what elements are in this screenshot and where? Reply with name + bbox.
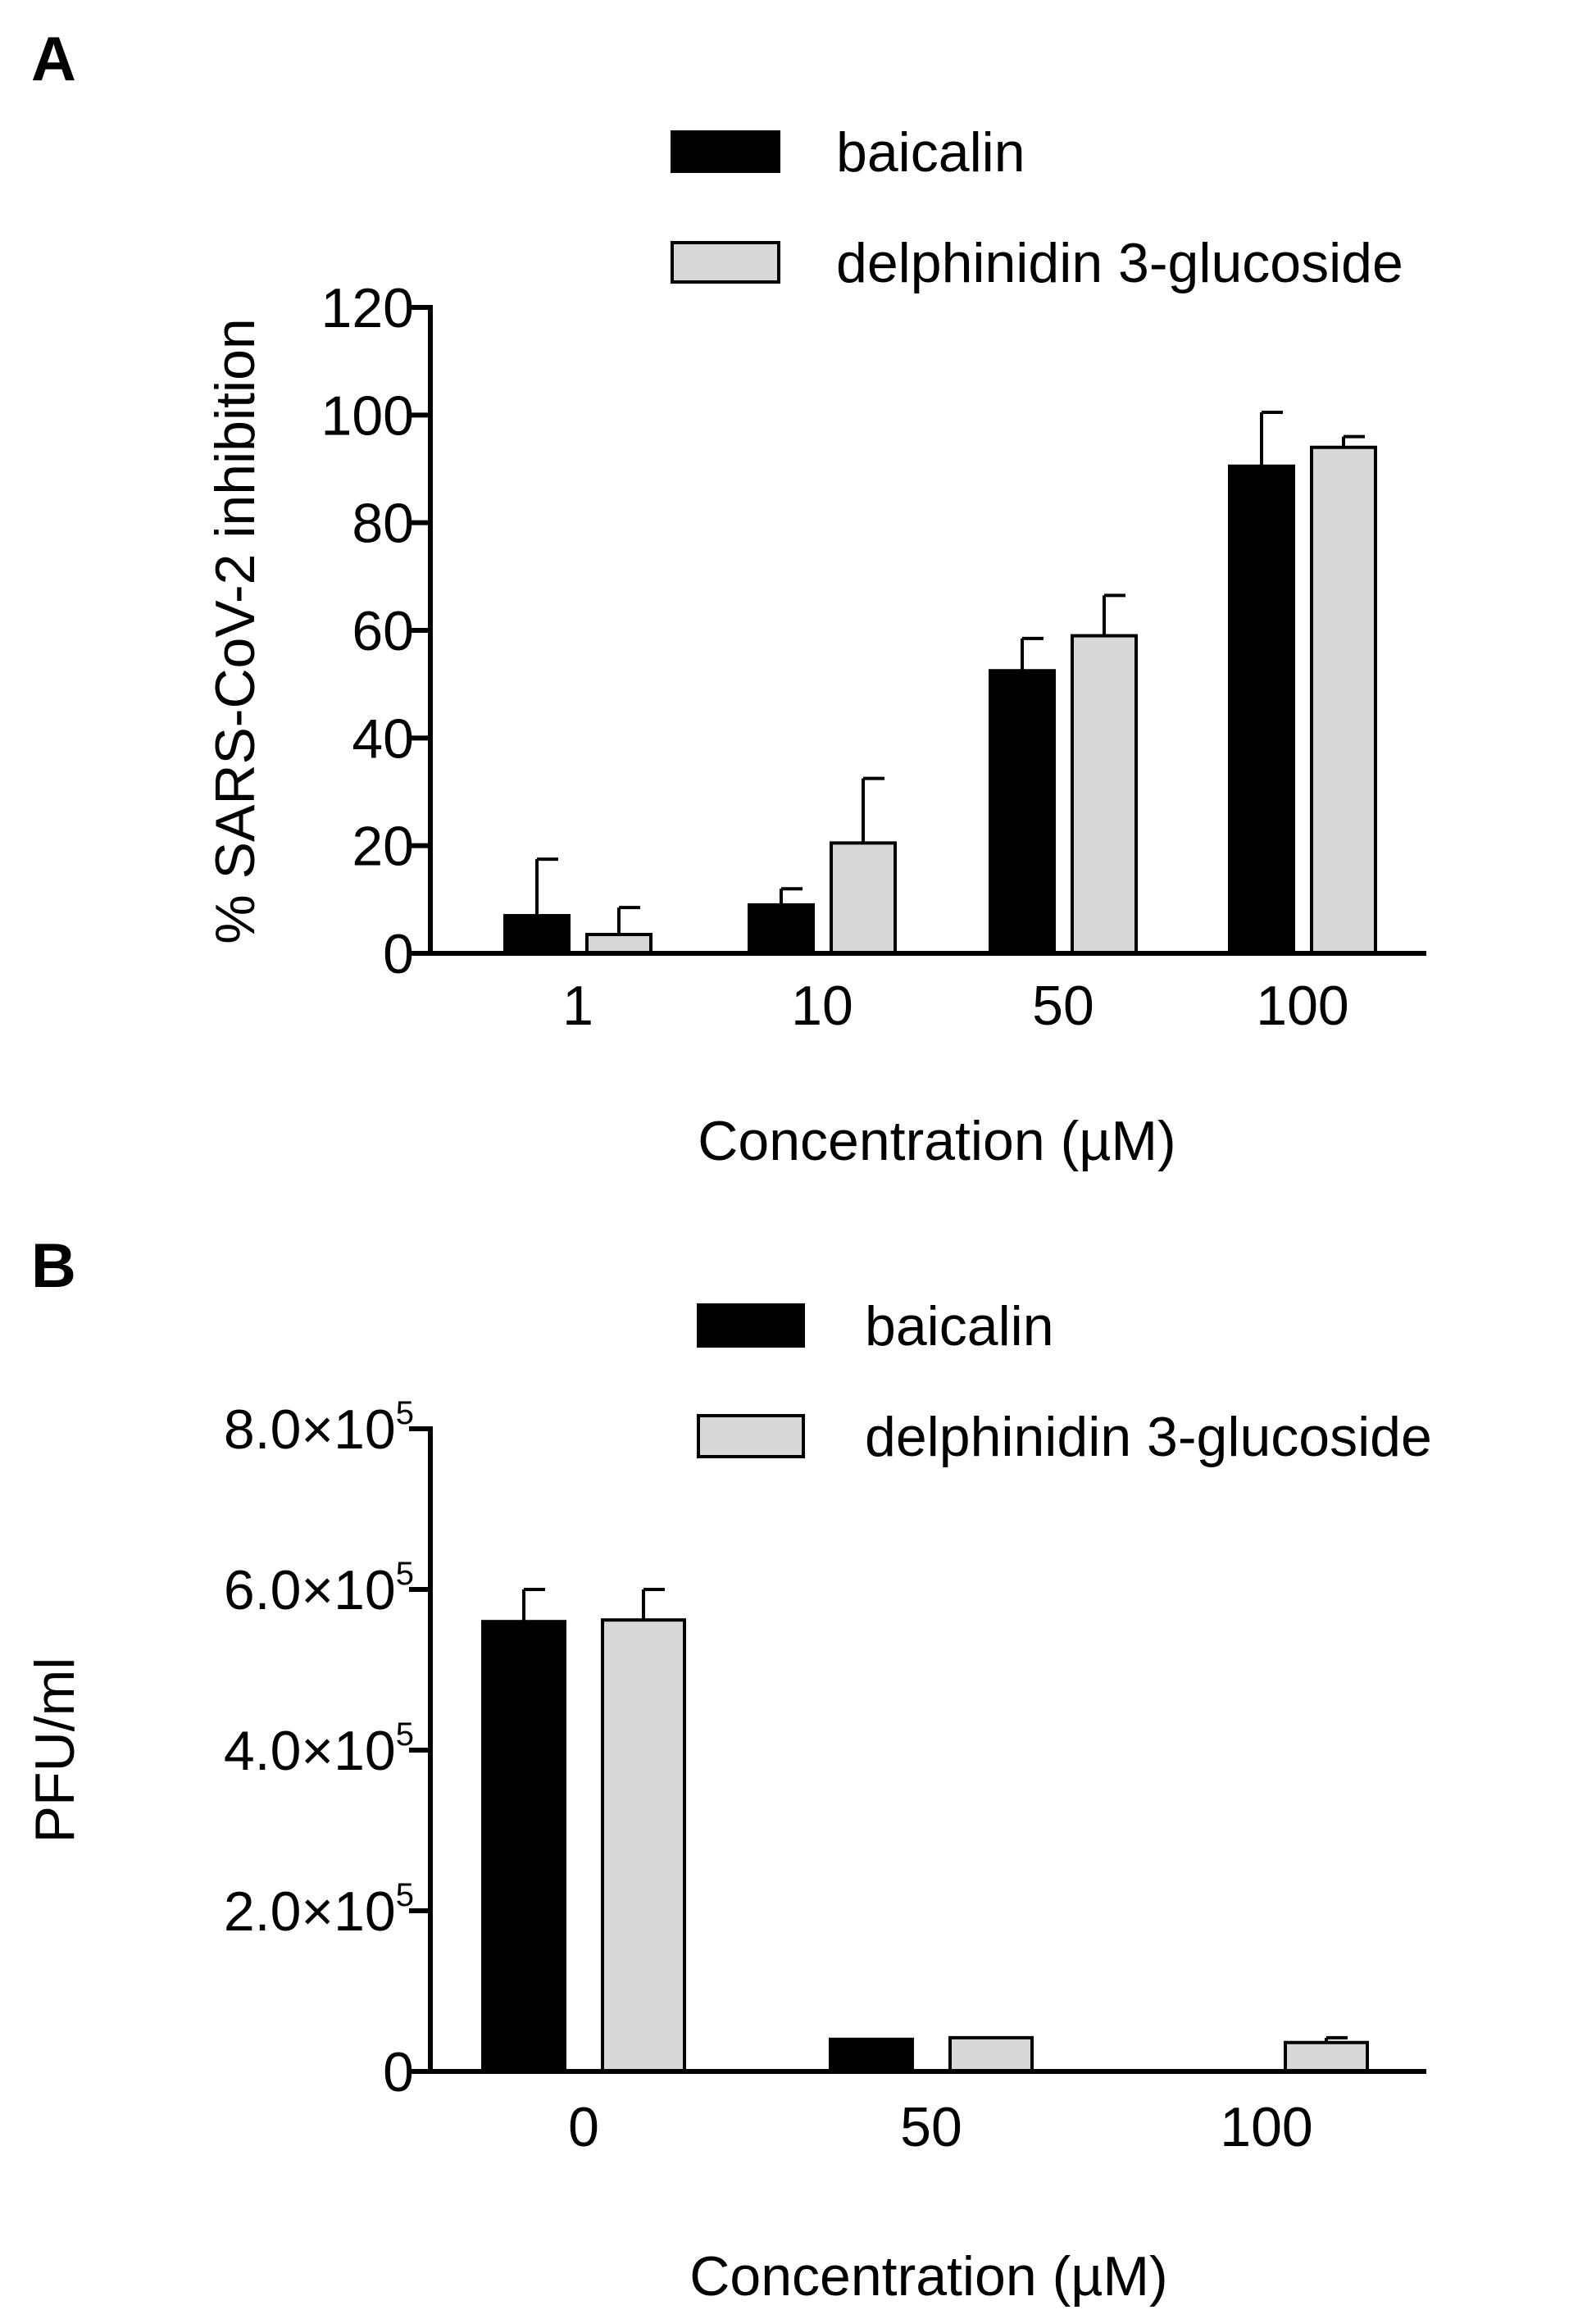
bar [503,914,571,955]
legend-swatch [697,1414,805,1458]
y-tick-label: 0 [383,2041,414,2103]
y-tick-label: 6.0×105 [224,1556,414,1621]
bar [601,1618,686,2073]
y-tick-label-mantissa: 8.0× [224,1398,334,1461]
x-axis-title: Concentration (µM) [689,2245,1167,2308]
y-tick-label: 20 [352,816,414,878]
bar [830,841,897,955]
y-tick-label: 2.0×105 [224,1877,414,1943]
y-tick-label-base: 10 [334,1720,396,1782]
legend-label: baicalin [836,121,1025,184]
y-tick-label: 0 [383,923,414,985]
y-tick-label-base: 10 [334,1880,396,1943]
bar [829,2037,914,2074]
x-tick-label: 0 [568,2096,599,2158]
y-tick-label: 120 [321,277,414,339]
bar [481,1620,566,2073]
x-tick-label: 100 [1220,2096,1312,2158]
x-axis-title: Concentration (µM) [698,1110,1175,1172]
y-tick-label-exp: 5 [396,1556,414,1592]
bar [989,669,1056,955]
y-tick-label-mantissa: 6.0× [224,1559,334,1621]
bar [748,903,815,956]
y-tick-label: 4.0×105 [224,1717,414,1782]
x-tick-label: 50 [1032,975,1094,1037]
y-tick-label-mantissa: 4.0× [224,1720,334,1782]
y-tick-label: 80 [352,493,414,555]
legend-swatch [671,241,780,284]
y-tick-label: 8.0×105 [224,1395,414,1461]
bar [1228,464,1295,955]
y-tick-label: 60 [352,600,414,662]
panel-letter: A [31,25,76,94]
y-axis-title: % SARS-CoV-2 inhibition [204,318,266,944]
y-tick-label-exp: 5 [396,1877,414,1913]
bar [1071,634,1138,955]
legend-label: delphinidin 3-glucoside [865,1406,1432,1468]
y-tick-label: 100 [321,384,414,447]
y-tick-label-exp: 5 [396,1717,414,1753]
x-tick-label: 1 [562,975,593,1037]
bar [1310,445,1377,955]
y-tick-label-base: 10 [334,1559,396,1621]
y-tick-label-mantissa: 2.0× [224,1880,334,1943]
y-tick-label-mantissa: 0 [383,2041,414,2103]
bar [585,933,652,956]
legend-label: delphinidin 3-glucoside [836,232,1403,294]
x-tick-label: 50 [900,2096,962,2158]
bar [1284,2040,1369,2073]
y-tick-label-exp: 5 [396,1395,414,1431]
legend-label: baicalin [865,1295,1054,1357]
y-tick-label: 40 [352,707,414,770]
x-tick-label: 100 [1256,975,1348,1037]
bar [948,2035,1034,2074]
panel-letter: B [31,1231,76,1301]
y-axis-title: PFU/ml [24,1657,86,1844]
legend-swatch [671,130,780,173]
x-tick-label: 10 [791,975,853,1037]
y-tick-label-base: 10 [334,1398,396,1461]
legend-swatch [697,1303,805,1348]
